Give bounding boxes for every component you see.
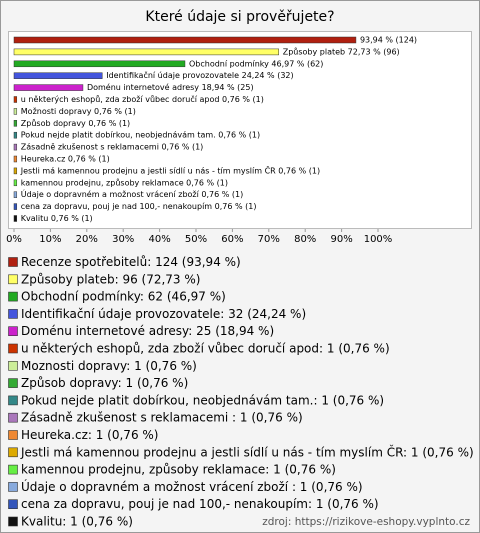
legend-entry: Doménu internetové adresy: 25 (18,94 %)	[21, 324, 274, 338]
legend-entry: Heureka.cz: 1 (0,76 %)	[21, 428, 158, 442]
legend-swatch	[8, 291, 18, 302]
x-tick-label: 100%	[364, 234, 393, 245]
legend-entry: u některých eshopů, zda zboží vůbec doru…	[21, 342, 390, 356]
value-label: Jestli má kamennou prodejnu a jestli síd…	[20, 164, 320, 175]
legend-entry: Moznosti dopravy: 1 (0,76 %)	[21, 359, 197, 373]
value-label: Kvalitu 0,76 % (1)	[21, 214, 93, 223]
legend-entry: kamennou prodejnu, způsoby reklamace: 1 …	[21, 463, 336, 477]
x-tick-label: 30%	[112, 234, 134, 245]
bar	[13, 131, 18, 139]
x-tick-label: 0%	[6, 234, 22, 245]
bar	[13, 215, 18, 222]
legend-entry: Jestli má kamennou prodejnu a jestli síd…	[20, 444, 474, 459]
bar	[13, 36, 357, 44]
value-label: Způsob dopravy 0,76 % (1)	[21, 118, 130, 128]
legend-swatch	[8, 516, 18, 527]
legend-swatch	[8, 343, 18, 354]
value-label: Pokud nejde platit dobírkou, neobjednává…	[21, 131, 260, 140]
x-tick-label: 10%	[39, 234, 61, 245]
legend-swatch	[8, 360, 18, 371]
bar	[13, 120, 18, 127]
legend-entry: Recenze spotřebitelů: 124 (93,94 %)	[21, 255, 241, 269]
legend-entry: Identifikační údaje provozovatele: 32 (2…	[21, 307, 306, 321]
bar	[13, 203, 18, 210]
bar	[13, 167, 18, 175]
legend-entry: Údaje o dopravném a možnost vrácení zbož…	[21, 479, 363, 494]
legend-swatch	[8, 430, 18, 440]
value-label: Obchodní podmínky 46,97 % (62)	[189, 59, 323, 68]
bar	[13, 108, 18, 115]
x-tick-label: 90%	[330, 234, 352, 245]
value-label: Heureka.cz 0,76 % (1)	[21, 155, 110, 164]
legend-entry: Pokud nejde platit dobírkou, neobjednává…	[21, 393, 384, 407]
legend-entry: Zásadně zkušenost s reklamacemi : 1 (0,7…	[21, 411, 303, 425]
value-label: Možnosti dopravy 0,76 % (1)	[21, 107, 136, 116]
bar	[13, 60, 186, 68]
bar	[13, 191, 18, 198]
value-label: kamennou prodejnu, způsoby reklamace 0,7…	[21, 177, 228, 187]
legend-entry: Způsoby plateb: 96 (72,73 %)	[21, 272, 200, 286]
value-label: Doménu internetové adresy 18,94 % (25)	[87, 82, 254, 92]
value-label: Zásadně zkušenost s reklamacemi 0,76 % (…	[21, 142, 204, 152]
bar	[13, 143, 18, 151]
source: zdroj: https://rizikove-eshopy.vyplnto.c…	[262, 516, 470, 528]
legend-swatch	[8, 447, 18, 458]
x-tick-label: 20%	[76, 234, 98, 245]
legend-entry: Obchodní podmínky: 62 (46,97 %)	[21, 290, 226, 304]
bar	[13, 84, 84, 91]
bar	[13, 72, 103, 79]
legend-swatch	[8, 395, 18, 406]
value-label: 93,94 % (124)	[360, 36, 417, 45]
legend-swatch	[8, 326, 18, 337]
bar	[13, 155, 18, 163]
legend-entry: Kvalitu: 1 (0,76 %)	[21, 515, 133, 529]
legend-entry: Způsob dopravy: 1 (0,76 %)	[21, 376, 188, 390]
legend-swatch	[8, 499, 18, 510]
x-tick-label: 80%	[294, 234, 316, 245]
value-label: Identifikační údaje provozovatele 24,24 …	[106, 70, 293, 80]
bar	[13, 179, 18, 187]
bar	[13, 96, 18, 103]
value-label: Způsoby plateb 72,73 % (96)	[283, 46, 400, 56]
x-tick-label: 60%	[221, 234, 243, 245]
legend-swatch	[8, 274, 18, 285]
x-tick-label: 40%	[148, 234, 170, 245]
legend-swatch	[8, 464, 18, 475]
legend-swatch	[8, 378, 18, 388]
x-tick-label: 50%	[185, 234, 207, 245]
legend-swatch	[8, 412, 18, 423]
x-tick-label: 70%	[258, 234, 280, 245]
legend-swatch	[8, 482, 18, 492]
chart-title: Které údaje si prověřujete?	[145, 9, 334, 25]
value-label: Údaje o dopravném a možnost vrácení zbož…	[21, 188, 243, 199]
value-label: u některých eshopů, zda zboží vůbec doru…	[21, 94, 264, 104]
legend-swatch	[8, 309, 18, 319]
legend-swatch	[8, 257, 18, 267]
value-label: cena za dopravu, pouj je nad 100,- nenak…	[21, 202, 257, 211]
legend-entry: cena za dopravu, pouj je nad 100,- nenak…	[21, 497, 379, 511]
bar	[13, 48, 279, 56]
